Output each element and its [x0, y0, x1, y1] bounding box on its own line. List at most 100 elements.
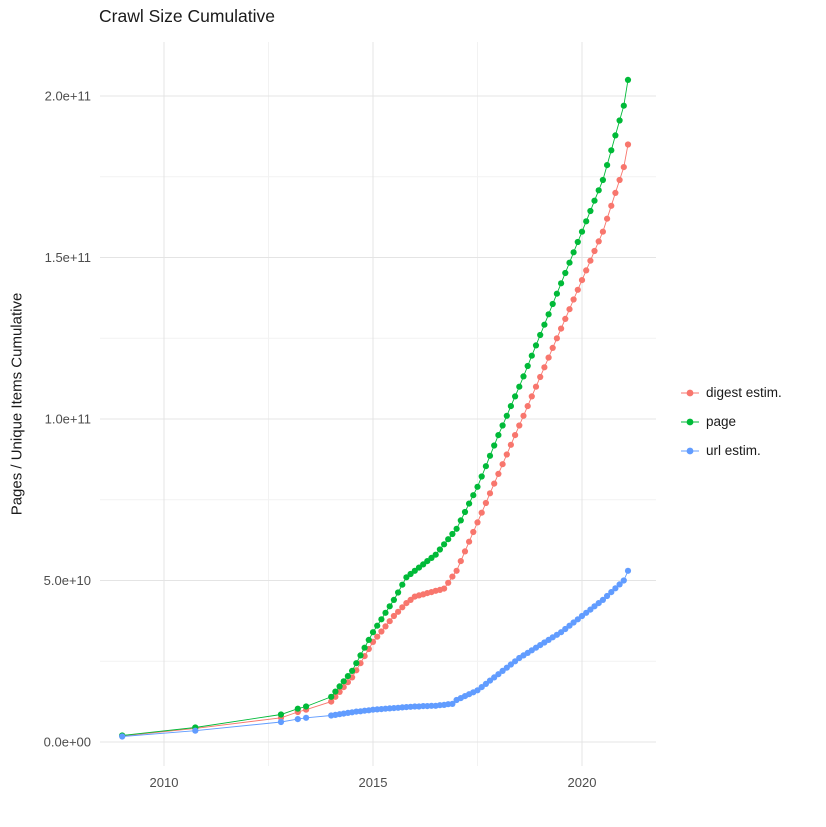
data-point [119, 733, 126, 740]
data-point [482, 463, 489, 470]
data-point [516, 383, 523, 390]
data-point [486, 677, 494, 684]
data-point [303, 714, 310, 721]
data-point [532, 383, 540, 390]
data-point [583, 267, 590, 274]
data-point [328, 693, 335, 700]
series-page [119, 76, 632, 739]
data-point [595, 600, 602, 607]
data-point [328, 698, 335, 705]
data-point [449, 530, 456, 538]
series-line [122, 144, 629, 737]
data-point [528, 352, 535, 359]
data-point [474, 687, 481, 694]
data-point [608, 202, 615, 209]
data-point [457, 558, 464, 565]
legend-label: url estim. [706, 443, 761, 458]
data-point [624, 567, 632, 574]
data-point [294, 716, 301, 723]
data-point [374, 622, 381, 629]
data-point [620, 102, 627, 109]
data-point [374, 633, 381, 640]
data-point [595, 238, 602, 245]
data-point [491, 674, 498, 681]
data-point [399, 604, 406, 611]
data-point [583, 609, 590, 616]
chart-title: Crawl Size Cumulative [99, 6, 276, 26]
data-point [595, 187, 602, 194]
data-point [545, 354, 552, 361]
data-point [395, 608, 402, 615]
data-point [478, 473, 485, 480]
data-point [445, 536, 452, 543]
y-tick-label: 2.0e+11 [45, 89, 91, 104]
data-point [486, 490, 494, 497]
data-point [453, 567, 460, 574]
data-point [478, 509, 485, 516]
data-point [499, 461, 506, 468]
data-point [553, 290, 561, 297]
data-point [390, 596, 397, 604]
y-tick-label: 0.0e+00 [44, 735, 91, 750]
series-url-estim- [119, 567, 632, 740]
data-point [357, 652, 364, 659]
data-point [616, 581, 623, 588]
data-point [574, 238, 581, 246]
data-point [591, 603, 598, 610]
data-point [591, 197, 598, 204]
data-point [612, 132, 619, 139]
data-point [407, 570, 414, 578]
data-point [599, 596, 607, 604]
data-point [344, 673, 351, 680]
data-point [566, 306, 573, 313]
legend-item-page: page [679, 410, 782, 433]
data-point [608, 147, 615, 154]
data-point [478, 684, 485, 691]
data-point [390, 612, 397, 620]
data-point [491, 442, 498, 449]
data-point [453, 525, 460, 532]
legend-item-digest-estim-: digest estim. [679, 381, 782, 404]
data-point [537, 373, 544, 381]
data-point [511, 432, 519, 439]
data-point [507, 661, 514, 668]
data-point [378, 616, 385, 623]
data-point [415, 564, 423, 571]
data-point [583, 218, 590, 225]
data-point [524, 403, 531, 410]
data-point [541, 364, 548, 371]
data-point [449, 573, 456, 580]
data-point [499, 422, 506, 429]
data-point [403, 574, 410, 581]
data-point [369, 629, 377, 636]
data-point [499, 667, 506, 675]
data-point [591, 247, 598, 255]
data-point [524, 362, 531, 370]
data-point [599, 176, 607, 184]
data-point [558, 325, 565, 332]
data-point [378, 628, 385, 635]
data-point [604, 162, 611, 169]
x-tick-label: 2010 [150, 775, 179, 790]
data-point [470, 528, 477, 536]
data-point [495, 671, 502, 678]
data-point [578, 612, 586, 620]
data-point [553, 335, 561, 342]
data-point [432, 551, 439, 558]
y-tick-label: 1.0e+11 [45, 412, 91, 427]
data-point [466, 500, 473, 507]
data-point [578, 277, 586, 284]
data-point [612, 189, 619, 196]
data-point [192, 727, 199, 734]
data-point [336, 683, 343, 690]
data-point [537, 331, 544, 339]
data-point [424, 558, 431, 565]
data-point [353, 660, 360, 667]
data-point [495, 470, 502, 477]
data-point [277, 711, 285, 718]
data-point [549, 300, 556, 308]
data-point [507, 403, 514, 410]
data-point [541, 321, 548, 328]
legend-label: digest estim. [706, 385, 782, 400]
data-point [294, 705, 301, 712]
